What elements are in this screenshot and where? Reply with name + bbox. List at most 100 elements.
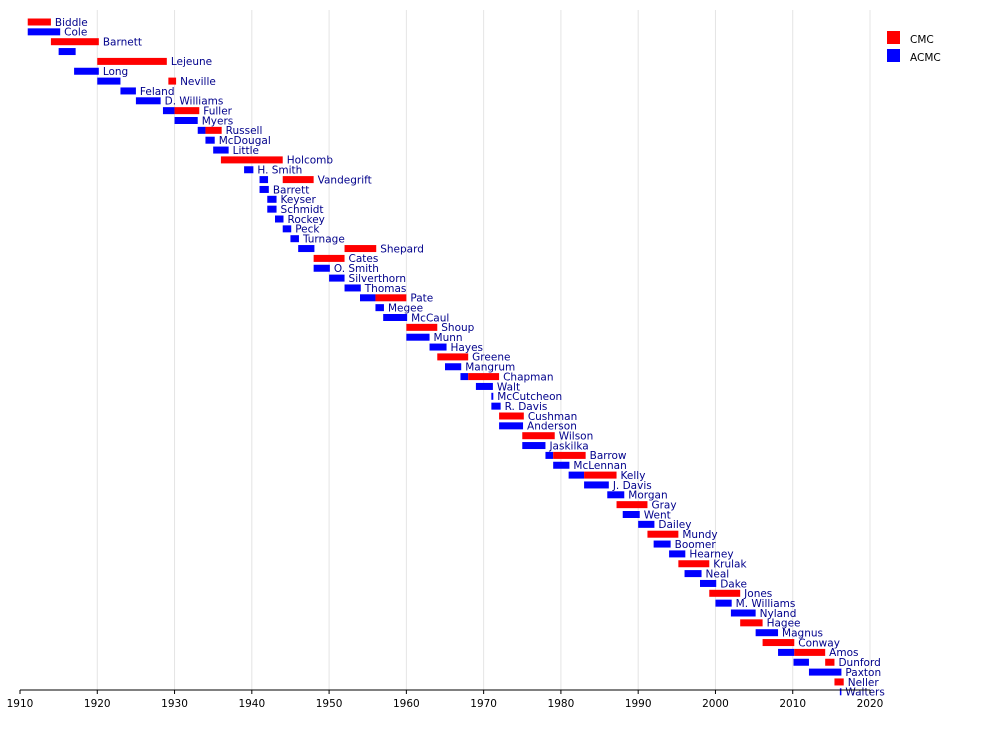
tenure-bar-acmc [290,235,299,243]
tenure-bar-acmc [475,382,493,390]
tenure-bar-acmc [808,668,842,676]
tenure-bar-acmc [313,264,330,272]
name-label: Feland [140,86,175,98]
tenure-bar-acmc [522,442,546,450]
name-label: M. Williams [736,598,796,610]
tenure-bar-acmc [298,245,315,253]
tenure-bar-acmc [97,77,121,85]
name-label: Krulak [713,559,747,571]
tenure-bar-acmc [120,87,136,95]
name-label: Dunford [838,657,880,669]
tenure-bar-acmc [344,284,361,292]
name-label: Peck [295,224,320,236]
tenure-bars [27,18,844,696]
tenure-bar-acmc [700,579,717,587]
tenure-bar-acmc [135,97,161,105]
tenure-bar-acmc [58,48,76,56]
tenure-bar-acmc [778,648,795,656]
x-tick-label: 1960 [393,698,420,710]
tenure-bar-acmc [491,392,494,400]
tenure-bar-cmc [834,678,844,686]
name-label: Jaskilka [548,440,588,452]
name-label: Munn [434,332,463,344]
name-label: Cates [349,253,379,265]
name-label: Biddle [55,17,88,29]
name-label: Long [103,66,128,78]
tenure-bar-acmc [545,451,554,459]
name-label: Fuller [203,105,232,117]
legend-swatch-cmc [887,31,900,44]
name-label: Cushman [528,411,577,423]
tenure-bar-acmc [267,195,277,203]
name-label: D. Williams [165,96,224,108]
tenure-bar-acmc [445,363,462,371]
x-tick-label: 2020 [857,698,884,710]
name-label: Anderson [527,421,577,433]
name-label: R. Davis [505,401,548,413]
tenure-bar-acmc [360,294,376,302]
tenure-bar-acmc [715,599,732,607]
name-label: Shoup [441,322,474,334]
tenure-bar-cmc [762,639,795,647]
tenure-bar-acmc [259,176,269,184]
name-label: Neal [706,568,730,580]
tenure-bar-acmc [275,215,284,223]
x-tick-label: 1950 [316,698,343,710]
name-label: Thomas [364,283,407,295]
name-label: J. Davis [612,480,652,492]
tenure-bar-acmc [584,481,609,489]
x-tick-label: 1940 [238,698,265,710]
tenure-bar-acmc [406,333,430,341]
name-label: Barnett [103,37,142,49]
name-label: H. Smith [257,165,302,177]
tenure-bar-cmc [616,501,648,509]
tenure-bar-acmc [429,343,447,351]
tenure-bar-acmc [755,629,779,637]
name-label: Dailey [658,519,691,531]
tenure-bar-cmc [709,589,741,597]
tenure-bar-acmc [730,609,756,617]
tenure-bar-cmc [825,658,835,666]
name-label: McCutcheon [497,391,562,403]
tenure-bar-cmc [97,57,167,65]
name-label: Neller [848,677,880,689]
tenure-bar-cmc [375,294,407,302]
tenure-bar-acmc [491,402,501,410]
name-label: Neville [180,76,216,88]
tenure-bar-acmc [383,314,408,321]
name-label: Keyser [281,194,317,206]
name-label: Shepard [380,243,424,255]
tenure-bar-cmc [282,176,314,184]
tenure-bar-acmc [329,274,345,282]
name-label: McLennan [573,460,626,472]
name-label: Nyland [760,608,797,620]
name-label: Myers [202,115,234,127]
legend-label-acmc: ACMC [910,52,941,64]
tenure-bar-acmc [839,688,842,696]
name-label: Barrow [590,450,627,462]
name-label: Dake [720,578,747,590]
name-label: Megee [388,302,423,314]
tenure-bar-acmc [282,225,292,233]
tenure-bar-cmc [50,38,99,46]
tenure-bar-cmc [205,126,222,134]
name-label: Conway [798,637,840,649]
tenure-bar-cmc [584,471,617,479]
name-label: Walters [845,687,884,699]
name-label: Hearney [689,549,733,561]
name-label: Walt [497,381,520,393]
tenure-bar-cmc [740,619,763,627]
name-label: Vandegrift [318,174,372,186]
name-label: Holcomb [287,155,334,167]
name-label: Hagee [767,618,801,630]
name-label: Turnage [302,234,345,246]
name-label: Barrett [273,184,310,196]
name-label: McCaul [411,312,449,324]
tenure-bar-acmc [499,422,524,430]
name-label: Hayes [451,342,483,354]
tenure-bar-cmc [27,18,51,26]
tenure-bar-acmc [27,28,61,36]
tenure-bar-cmc [220,156,283,164]
name-label: Mangrum [465,362,515,374]
